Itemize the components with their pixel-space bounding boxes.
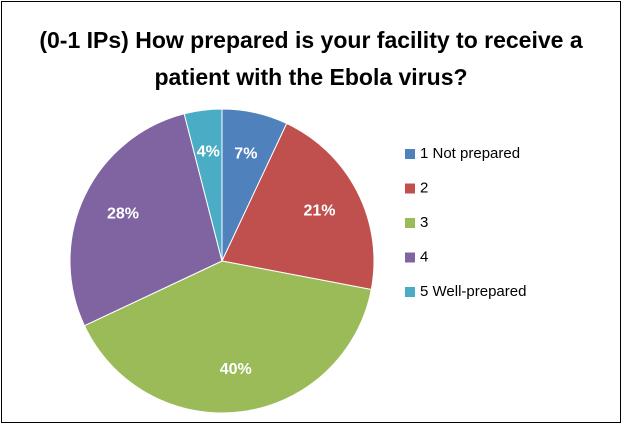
data-label: 7% bbox=[234, 145, 257, 162]
data-label: 28% bbox=[107, 206, 139, 223]
pie-slice bbox=[69, 113, 223, 327]
legend-swatch bbox=[405, 183, 415, 194]
legend-label: 1 Not prepared bbox=[420, 145, 520, 162]
pie-slice bbox=[83, 260, 372, 414]
data-label: 21% bbox=[303, 203, 335, 220]
pie-slice bbox=[183, 108, 223, 262]
chart-title: (0-1 IPs) How prepared is your facility … bbox=[39, 27, 583, 90]
legend-label: 3 bbox=[420, 214, 428, 231]
legend-label: 5 Well-prepared bbox=[420, 283, 526, 300]
legend-swatch bbox=[405, 287, 415, 297]
legend-swatch bbox=[405, 149, 415, 159]
data-label: 40% bbox=[220, 361, 252, 378]
legend-swatch bbox=[405, 252, 415, 263]
legend-swatch bbox=[405, 218, 415, 228]
legend-label: 4 bbox=[420, 248, 428, 265]
legend-label: 2 bbox=[420, 179, 428, 196]
pie-slice bbox=[221, 122, 375, 291]
data-label: 4% bbox=[197, 144, 220, 161]
